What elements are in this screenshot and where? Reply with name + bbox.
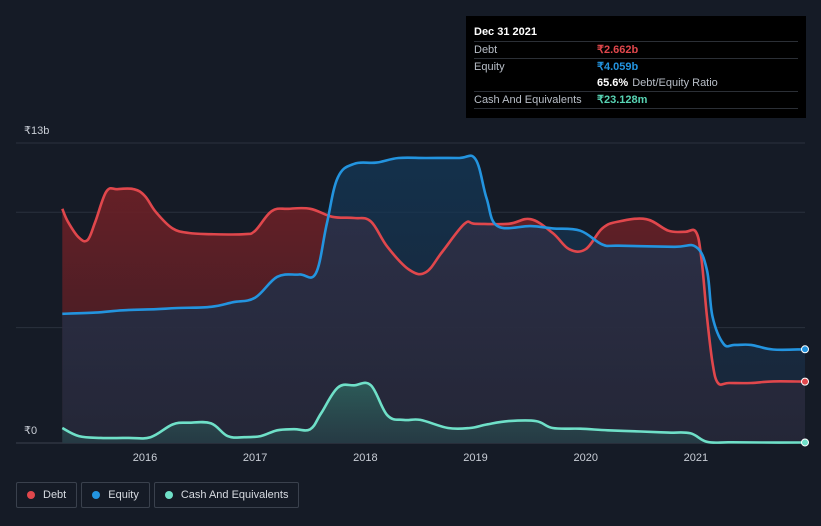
x-tick-label-2019: 2019: [463, 452, 487, 464]
chart-legend: Debt Equity Cash And Equivalents: [16, 482, 300, 508]
x-axis-labels: 2016 2017 2018 2019 2020 2021: [133, 452, 708, 464]
legend-item-cash[interactable]: Cash And Equivalents: [153, 482, 300, 508]
legend-dot-debt-icon: [27, 491, 35, 499]
legend-label-equity: Equity: [108, 489, 139, 501]
tooltip-equity-value: ₹4.059b: [597, 61, 639, 73]
debt-endpoint: [801, 377, 809, 386]
equity-area: [62, 155, 806, 443]
legend-label-debt: Debt: [43, 489, 67, 501]
tooltip-ratio-value: 65.6%: [597, 77, 629, 89]
debt-line: [61, 186, 806, 386]
series-areas: [62, 155, 806, 443]
tooltip-date: Dec 31 2021: [474, 26, 537, 38]
tooltip-ratio-caption: Debt/Equity Ratio: [632, 77, 718, 89]
x-tick-label-2016: 2016: [133, 452, 157, 464]
tooltip-row-ratio: 65.6% Debt/Equity Ratio: [474, 75, 798, 91]
x-tick-label-2017: 2017: [243, 452, 267, 464]
equity-line: [62, 154, 806, 352]
tooltip-row-debt: Debt ₹2.662b: [474, 41, 798, 58]
tooltip-row-equity: Equity ₹4.059b: [474, 58, 798, 75]
y-axis-labels: ₹13b ₹0: [24, 125, 49, 437]
cash-endpoint: [801, 438, 809, 447]
legend-label-cash: Cash And Equivalents: [180, 489, 289, 501]
tooltip-debt-label: Debt: [474, 44, 498, 56]
cash-area: [62, 382, 806, 443]
x-tick-label-2021: 2021: [684, 452, 708, 464]
tooltip-ratio-label: [474, 75, 597, 91]
tooltip-panel: Dec 31 2021 Debt ₹2.662b Equity ₹4.059b …: [466, 16, 806, 118]
tooltip-equity-label: Equity: [474, 61, 505, 73]
series-lines: [61, 154, 806, 444]
tooltip-row-cash: Cash And Equivalents ₹23.128m: [474, 91, 798, 109]
series-endpoints: [801, 345, 809, 447]
x-tick-label-2018: 2018: [353, 452, 377, 464]
tooltip-debt-value: ₹2.662b: [597, 44, 639, 56]
legend-item-equity[interactable]: Equity: [81, 482, 150, 508]
cash-line: [61, 381, 806, 444]
equity-endpoint: [801, 345, 809, 354]
legend-item-debt[interactable]: Debt: [16, 482, 78, 508]
y-tick-label-0: ₹13b: [24, 125, 49, 137]
legend-dot-equity-icon: [92, 491, 101, 499]
tooltip-cash-value: ₹23.128m: [597, 94, 648, 106]
y-tick-label-1: ₹0: [24, 425, 37, 437]
tooltip-cash-label: Cash And Equivalents: [474, 94, 582, 106]
legend-dot-cash-icon: [164, 491, 173, 499]
x-tick-label-2020: 2020: [573, 452, 597, 464]
